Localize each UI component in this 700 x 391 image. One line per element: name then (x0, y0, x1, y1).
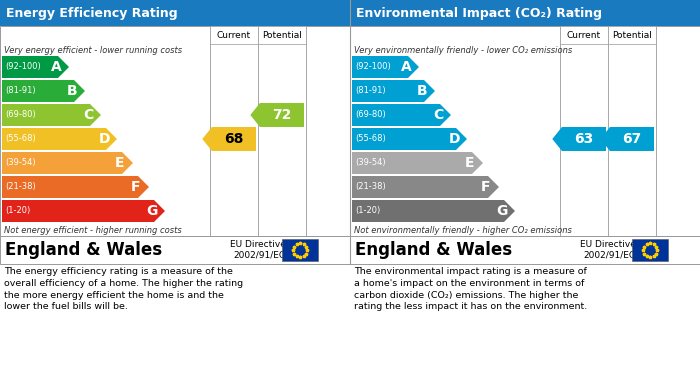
Text: Not environmentally friendly - higher CO₂ emissions: Not environmentally friendly - higher CO… (354, 226, 572, 235)
Bar (2, 80, 74, 102)
Bar (282, 239, 318, 261)
Bar (352, 128, 456, 150)
Text: (39-54): (39-54) (355, 158, 386, 167)
Text: (1-20): (1-20) (5, 206, 30, 215)
Text: The energy efficiency rating is a measure of the
overall efficiency of a home. T: The energy efficiency rating is a measur… (4, 267, 243, 311)
Bar (2, 56, 58, 78)
Text: F: F (132, 180, 141, 194)
Text: B: B (66, 84, 77, 98)
Text: D: D (448, 132, 460, 146)
Bar (0, 0, 350, 26)
Polygon shape (122, 152, 133, 174)
Text: (39-54): (39-54) (5, 158, 36, 167)
Text: 67: 67 (622, 132, 642, 146)
Bar (352, 152, 472, 174)
Text: D: D (98, 132, 110, 146)
Polygon shape (440, 104, 451, 126)
Text: (1-20): (1-20) (355, 206, 380, 215)
Text: (21-38): (21-38) (355, 183, 386, 192)
Text: The environmental impact rating is a measure of
a home's impact on the environme: The environmental impact rating is a mea… (354, 267, 587, 311)
Text: EU Directive
2002/91/EC: EU Directive 2002/91/EC (580, 240, 636, 260)
Bar (258, 26, 306, 44)
Text: E: E (466, 156, 475, 170)
Text: (21-38): (21-38) (5, 183, 36, 192)
Text: A: A (50, 60, 62, 74)
Polygon shape (488, 176, 499, 198)
Text: B: B (416, 84, 427, 98)
Text: England & Wales: England & Wales (355, 241, 512, 259)
Bar (350, 26, 700, 236)
Text: C: C (83, 108, 93, 122)
Bar (352, 56, 408, 78)
Polygon shape (601, 127, 654, 151)
Polygon shape (251, 103, 304, 127)
Bar (352, 176, 488, 198)
Text: Potential: Potential (612, 30, 652, 39)
Bar (350, 0, 700, 26)
Text: Current: Current (567, 30, 601, 39)
Text: (69-80): (69-80) (355, 111, 386, 120)
Bar (632, 239, 668, 261)
Text: E: E (116, 156, 125, 170)
Text: Potential: Potential (262, 30, 302, 39)
Text: (81-91): (81-91) (355, 86, 386, 95)
Bar (0, 26, 350, 236)
Text: G: G (146, 204, 158, 218)
Polygon shape (424, 80, 435, 102)
Polygon shape (74, 80, 85, 102)
Text: (92-100): (92-100) (5, 63, 41, 72)
Bar (2, 200, 154, 222)
Polygon shape (202, 127, 256, 151)
Bar (210, 26, 258, 44)
Text: 63: 63 (575, 132, 594, 146)
Text: Very environmentally friendly - lower CO₂ emissions: Very environmentally friendly - lower CO… (354, 46, 573, 55)
Polygon shape (58, 56, 69, 78)
Text: (55-68): (55-68) (5, 135, 36, 143)
Polygon shape (472, 152, 483, 174)
Text: 68: 68 (224, 132, 244, 146)
Text: (92-100): (92-100) (355, 63, 391, 72)
Text: Environmental Impact (CO₂) Rating: Environmental Impact (CO₂) Rating (356, 7, 602, 20)
Bar (350, 236, 700, 264)
Bar (2, 152, 122, 174)
Text: Energy Efficiency Rating: Energy Efficiency Rating (6, 7, 178, 20)
Bar (352, 104, 440, 126)
Polygon shape (154, 200, 165, 222)
Bar (2, 128, 106, 150)
Text: England & Wales: England & Wales (5, 241, 162, 259)
Bar (352, 200, 504, 222)
Text: Very energy efficient - lower running costs: Very energy efficient - lower running co… (4, 46, 182, 55)
Text: G: G (496, 204, 507, 218)
Bar (560, 26, 608, 44)
Polygon shape (552, 127, 606, 151)
Text: (81-91): (81-91) (5, 86, 36, 95)
Bar (2, 176, 138, 198)
Text: Current: Current (217, 30, 251, 39)
Bar (608, 26, 656, 44)
Polygon shape (138, 176, 149, 198)
Text: (55-68): (55-68) (355, 135, 386, 143)
Polygon shape (106, 128, 117, 150)
Text: 72: 72 (272, 108, 292, 122)
Text: EU Directive
2002/91/EC: EU Directive 2002/91/EC (230, 240, 286, 260)
Text: C: C (433, 108, 443, 122)
Polygon shape (504, 200, 515, 222)
Bar (2, 104, 90, 126)
Bar (352, 80, 424, 102)
Polygon shape (408, 56, 419, 78)
Polygon shape (456, 128, 467, 150)
Text: A: A (400, 60, 412, 74)
Polygon shape (90, 104, 101, 126)
Text: (69-80): (69-80) (5, 111, 36, 120)
Text: Not energy efficient - higher running costs: Not energy efficient - higher running co… (4, 226, 182, 235)
Bar (0, 236, 350, 264)
Text: F: F (482, 180, 491, 194)
